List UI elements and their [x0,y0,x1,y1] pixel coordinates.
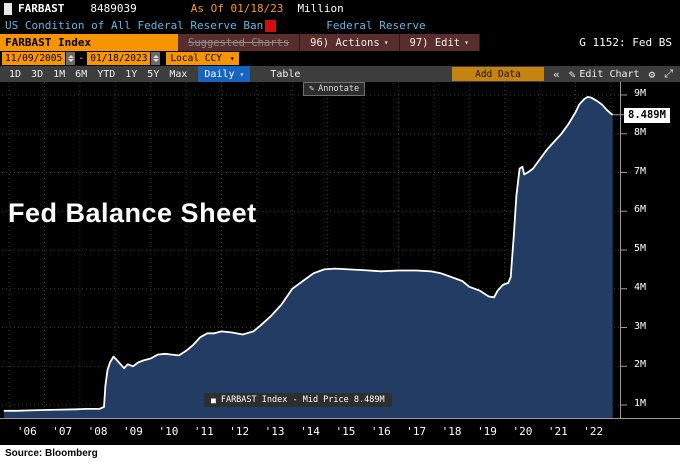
y-axis: 9M 8M 7M 6M 5M 4M 3M 2M 1M [628,82,680,418]
pencil-icon: ✎ [309,84,315,94]
actions-label: 96) Actions [310,36,380,49]
expand-icon[interactable]: ⤢ [664,67,673,80]
end-date-stepper[interactable] [151,52,161,65]
end-date-input[interactable]: 01/18/2023 [87,52,151,65]
series-legend-label: FARBAST Index - Mid Price 8.489M [220,395,385,405]
period-tab-3d[interactable]: 3D [31,68,44,80]
actions-menu[interactable]: 96) Actions ▾ [300,34,400,51]
chevron-down-icon: ▾ [383,38,389,47]
x-axis-label: '09 [123,425,143,438]
ticker-symbol: FARBAST [18,2,65,15]
menu-strip: Suggested Charts 96) Actions ▾ 97) Edit … [178,34,480,51]
frequency-label: Daily [204,68,235,80]
function-toolbar: FARBAST Index Suggested Charts 96) Actio… [0,34,680,51]
data-source-label: Federal Reserve [326,19,426,32]
annotate-button[interactable]: ✎ Annotate [303,82,366,96]
annotate-label: Annotate [318,84,360,94]
x-axis-label: '11 [193,425,214,438]
y-axis-label: 8M [634,126,647,138]
security-description: US Condition of All Federal Reserve Ban [5,19,264,32]
pencil-icon: ✎ [568,67,576,81]
edit-menu[interactable]: 97) Edit ▾ [400,34,480,51]
chevron-down-icon: ▾ [239,69,245,79]
price-plot[interactable] [0,82,680,418]
title-bar: FARBAST 8489039 As Of 01/18/23 Million [0,0,680,17]
x-axis-label: '08 [87,425,108,438]
y-axis-label: 7M [634,165,647,177]
period-tab-1y[interactable]: 1Y [125,68,138,80]
x-axis-label: '06 [16,425,37,438]
as-of-date: As Of 01/18/23 [190,2,284,15]
period-tab-ytd[interactable]: YTD [97,68,116,80]
period-tab-max[interactable]: Max [169,68,188,80]
range-bar: 11/09/2005 - 01/18/2023 Local CCY ▾ [0,51,680,66]
table-button[interactable]: Table [270,68,301,80]
period-tab-1m[interactable]: 1M [53,68,66,80]
add-data-field[interactable]: Add Data [452,67,544,81]
x-axis: '06 '07 '08 '09 '10 '11 '12 '13 '14 '15 '16 '17 '18 '… [0,418,680,445]
y-axis-label: 6M [634,204,647,216]
edit-chart-label: Edit Chart [579,68,640,80]
security-field[interactable]: FARBAST Index [0,34,178,51]
chevron-down-icon: ▾ [229,54,235,63]
start-date-stepper[interactable] [66,52,76,65]
currency-dropdown[interactable]: Local CCY ▾ [166,52,239,65]
edit-label: 97) Edit [409,36,461,49]
y-axis-label: 5M [634,243,647,254]
chart-title-overlay: Fed Balance Sheet [8,198,257,228]
x-axis-label: '18 [441,425,462,438]
period-bar: 1D 3D 1M 6M YTD 1Y 5Y Max Daily ▾ Table Add Dat… [0,66,680,82]
x-axis-label: '07 [52,425,73,438]
series-marker-icon: ■ [211,395,216,405]
unit-label: Million [297,2,344,15]
saved-chart-name[interactable]: G 1152: Fed BS [579,36,672,49]
x-axis-label: '20 [512,425,533,438]
y-axis-label: 9M [634,88,647,99]
x-axis-label: '17 [406,425,427,438]
period-tab-5y[interactable]: 5Y [147,68,160,80]
source-bar: Source: Bloomberg [0,445,680,462]
x-axis-label: '19 [477,425,497,438]
currency-label: Local CCY [170,53,222,64]
chart-tools: « ✎ Edit Chart ⚙ ⤢ [553,67,676,81]
x-axis-label: '10 [158,425,179,438]
frequency-dropdown[interactable]: Daily ▾ [198,66,251,82]
x-axis-label: '16 [370,425,391,438]
y-axis-label: 4M [634,281,647,293]
range-separator: - [78,53,85,64]
y-axis-label: 1M [634,398,647,409]
x-axis-label: '21 [547,425,568,438]
suggested-charts-button[interactable]: Suggested Charts [178,34,301,51]
y-axis-label: 2M [634,359,647,371]
x-axis-label: '12 [229,425,250,438]
y-axis-label: 3M [634,320,647,332]
chevron-down-icon: ▾ [464,38,469,47]
x-axis-label: '22 [583,425,604,438]
security-description-bar: US Condition of All Federal Reserve Ban … [0,17,680,34]
start-date-input[interactable]: 11/09/2005 [2,52,66,65]
x-axis-label: '15 [335,425,356,438]
period-tab-1d[interactable]: 1D [9,68,22,80]
settings-gear-icon[interactable]: ⚙ [648,67,656,81]
x-axis-label: '13 [264,425,285,438]
last-price-label: 8.489M [624,107,670,123]
period-tab-6m[interactable]: 6M [75,68,88,80]
source-label: Source: Bloomberg [5,448,98,459]
collapse-panel-icon[interactable]: « [553,67,560,81]
alert-flag-icon [265,19,277,32]
chart-area: 9M 8M 7M 6M 5M 4M 3M 2M 1M ✎ Annotate Fed Balanc… [0,82,680,418]
period-tabs: 1D 3D 1M 6M YTD 1Y 5Y Max [4,69,192,80]
suggested-charts-label: Suggested Charts [188,36,290,49]
x-axis-label: '14 [300,425,320,438]
cursor-block-icon [4,2,12,15]
ticker-value: 8489039 [90,2,137,15]
series-legend[interactable]: ■ FARBAST Index - Mid Price 8.489M [204,393,392,407]
edit-chart-button[interactable]: ✎ Edit Chart [569,68,640,81]
